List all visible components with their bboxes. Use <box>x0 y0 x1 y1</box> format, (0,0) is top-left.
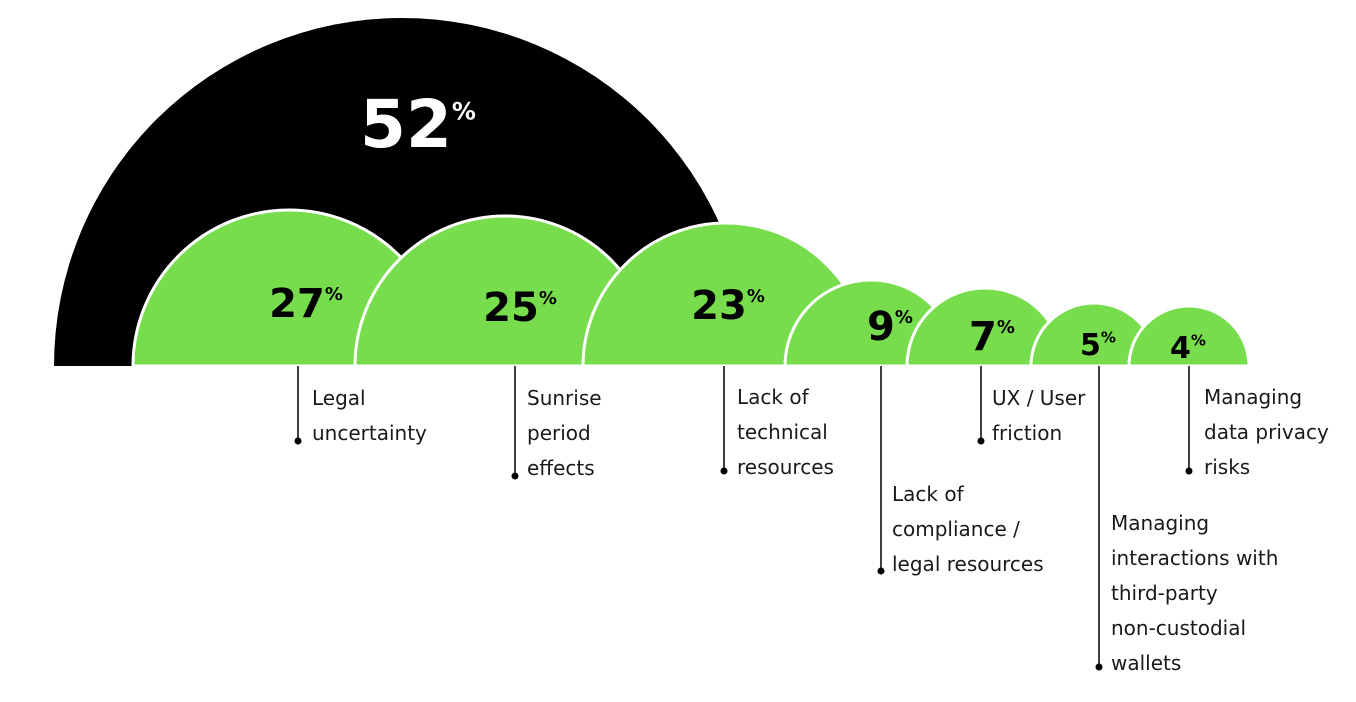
value-number: 7 <box>969 314 997 360</box>
category-label-line: interactions with <box>1111 546 1279 570</box>
value-unit: % <box>997 317 1015 338</box>
value-number: 27 <box>269 281 325 327</box>
bubble-8 <box>1127 304 1251 368</box>
category-label-3: Sunrise period effects <box>527 381 602 486</box>
value-unit: % <box>1191 331 1206 349</box>
category-label-line: Managing <box>1111 511 1210 535</box>
value-number: 9 <box>867 304 895 350</box>
category-label-line: UX / User <box>992 386 1086 410</box>
category-label-5: Lack of compliance / legal resources <box>892 477 1044 582</box>
category-label-4: Lack of technical resources <box>737 380 834 485</box>
value-number: 5 <box>1080 328 1101 363</box>
value-label-2: 27% <box>269 281 343 327</box>
leader-dot-4 <box>720 467 728 475</box>
value-label-5: 9% <box>867 304 913 350</box>
value-unit: % <box>539 288 557 309</box>
category-label-8: Managing data privacy risks <box>1204 380 1329 485</box>
value-label-6: 7% <box>969 314 1015 360</box>
category-label-line: non-custodial <box>1111 616 1247 640</box>
baseline-mask <box>0 367 1356 702</box>
value-label-7: 5% <box>1080 328 1116 363</box>
category-label-7: Managing interactions with third-party non-… <box>1111 506 1278 681</box>
value-unit: % <box>325 284 343 305</box>
leader-dot-6 <box>977 437 985 445</box>
value-number: 25 <box>483 285 539 331</box>
category-label-line: compliance / <box>892 517 1020 541</box>
category-label-line: technical <box>737 420 828 444</box>
category-label-line: uncertainty <box>312 421 427 445</box>
value-label-4: 23% <box>691 283 765 329</box>
category-label-line: legal resources <box>892 552 1044 576</box>
category-label-line: Lack of <box>737 385 809 409</box>
value-label-3: 25% <box>483 285 557 331</box>
value-number: 23 <box>691 283 747 329</box>
leader-dot-7 <box>1095 663 1103 671</box>
value-unit: % <box>452 97 476 125</box>
category-label-line: Sunrise <box>527 386 602 410</box>
category-label-2: Legal uncertainty <box>312 381 427 451</box>
value-number: 52 <box>360 86 452 163</box>
value-unit: % <box>1101 328 1116 346</box>
leader-dot-2 <box>294 437 302 445</box>
value-unit: % <box>895 307 913 328</box>
value-number: 4 <box>1170 331 1191 366</box>
leader-dot-5 <box>877 567 885 575</box>
category-label-line: Managing <box>1204 385 1303 409</box>
category-label-line: risks <box>1204 455 1251 479</box>
category-label-line: Lack of <box>892 482 964 506</box>
category-label-line: friction <box>992 421 1063 445</box>
category-label-line: third-party <box>1111 581 1218 605</box>
category-label-line: resources <box>737 455 834 479</box>
value-label-1: 52% <box>360 86 476 163</box>
category-label-line: data privacy <box>1204 420 1329 444</box>
leader-dot-8 <box>1185 467 1193 475</box>
category-label-line: period <box>527 421 591 445</box>
value-unit: % <box>747 286 765 307</box>
value-label-8: 4% <box>1170 331 1206 366</box>
category-label-6: UX / User friction <box>992 381 1085 451</box>
category-label-line: Legal <box>312 386 366 410</box>
leader-dot-3 <box>511 472 519 480</box>
category-label-line: effects <box>527 456 595 480</box>
category-label-line: wallets <box>1111 651 1182 675</box>
